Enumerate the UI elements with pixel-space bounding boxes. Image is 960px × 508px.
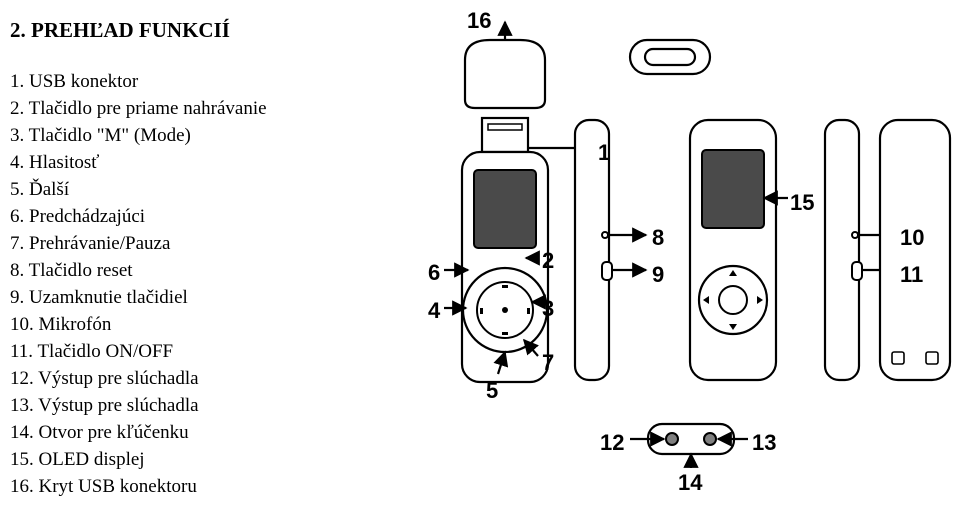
diagram-cap [465,22,545,108]
diagram-label-15: 15 [790,190,814,216]
list-item: 8. Tlačidlo reset [10,258,410,285]
diagram-label-6: 6 [428,260,440,286]
list-item: 3. Tlačidlo "M" (Mode) [10,123,410,150]
diagram-label-9: 9 [652,262,664,288]
diagram-front [444,152,548,382]
diagram-label-11: 11 [900,262,923,288]
list-item: 15. OLED displej [10,447,410,474]
list-item: 9. Uzamknutie tlačidiel [10,285,410,312]
list-item: 16. Kryt USB konektoru [10,474,410,501]
list-item: 11. Tlačidlo ON/OFF [10,339,410,366]
feature-list: 1. USB konektor 2. Tlačidlo pre priame n… [10,69,410,501]
list-item: 14. Otvor pre kľúčenku [10,420,410,447]
diagram-svg [420,0,960,502]
list-item: 5. Ďalší [10,177,410,204]
list-item: 12. Výstup pre slúchadla [10,366,410,393]
diagram-front-2 [690,120,788,380]
list-item: 6. Predchádzajúci [10,204,410,231]
diagram-label-1: 1 [598,140,610,166]
device-diagram: 1 2 3 4 5 6 7 8 9 10 11 12 13 14 15 16 [420,0,960,502]
diagram-label-5: 5 [486,378,498,404]
diagram-usb [482,118,590,152]
diagram-label-13: 13 [752,430,776,456]
list-item: 2. Tlačidlo pre priame nahrávanie [10,96,410,123]
diagram-cap-standalone [630,40,710,74]
diagram-side-left [575,120,646,380]
diagram-label-8: 8 [652,225,664,251]
diagram-label-2: 2 [542,248,554,274]
diagram-label-7: 7 [542,350,554,376]
diagram-label-10: 10 [900,225,924,251]
section-title: 2. PREHĽAD FUNKCIÍ [10,18,410,43]
list-item: 13. Výstup pre slúchadla [10,393,410,420]
list-item: 10. Mikrofón [10,312,410,339]
diagram-label-4: 4 [428,298,440,324]
diagram-label-3: 3 [542,296,554,322]
diagram-label-16: 16 [467,8,491,34]
diagram-label-12: 12 [600,430,624,456]
diagram-label-14: 14 [678,470,702,496]
list-item: 7. Prehrávanie/Pauza [10,231,410,258]
list-item: 1. USB konektor [10,69,410,96]
diagram-bottom [630,424,748,468]
list-item: 4. Hlasitosť [10,150,410,177]
